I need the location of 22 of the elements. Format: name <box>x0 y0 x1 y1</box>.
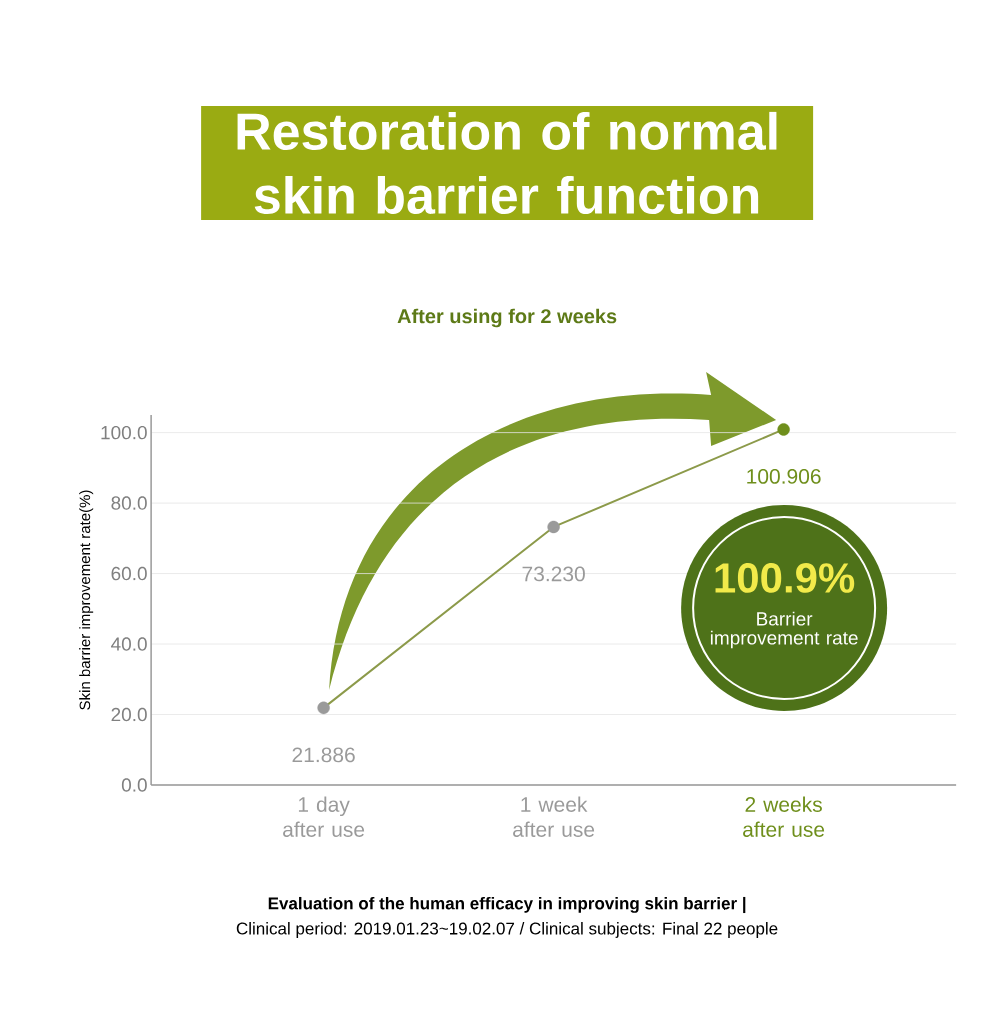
data-label: 21.886 <box>292 747 355 763</box>
point <box>317 701 330 715</box>
chart-subtitle: After using for 2 weeks <box>397 308 617 328</box>
data-label: 100.906 <box>747 468 821 484</box>
text: Evaluation of the human efficacy in improving skin barrier | <box>268 896 746 914</box>
y-axis-title: Skin barrier improvement rate(%) <box>79 490 94 710</box>
data-label: 73.230 <box>522 566 585 582</box>
y-tick-label: 100.0 <box>101 425 147 440</box>
text: Clinical period: 2019.01.23~19.02.07 / Clinical subjects: Final 22 people <box>236 922 778 938</box>
point <box>777 423 790 436</box>
y-tick-label: 60.0 <box>111 566 147 581</box>
annotation: 100.9% <box>715 563 855 593</box>
y-tick-label: 20.0 <box>111 707 147 722</box>
x-tick-label: 1 day after use <box>283 796 365 837</box>
point <box>547 520 560 534</box>
x-tick-label: 1 week after use <box>513 796 595 837</box>
annotation: Barrier improvement rate <box>710 611 858 649</box>
chart-title: Restoration of normal skin barrier function <box>237 111 777 215</box>
y-tick-label: 80.0 <box>111 496 147 510</box>
x-tick-label: 2 weeks after use <box>743 796 825 837</box>
y-tick-label: 0.0 <box>121 778 147 792</box>
y-tick-label: 40.0 <box>110 637 147 651</box>
